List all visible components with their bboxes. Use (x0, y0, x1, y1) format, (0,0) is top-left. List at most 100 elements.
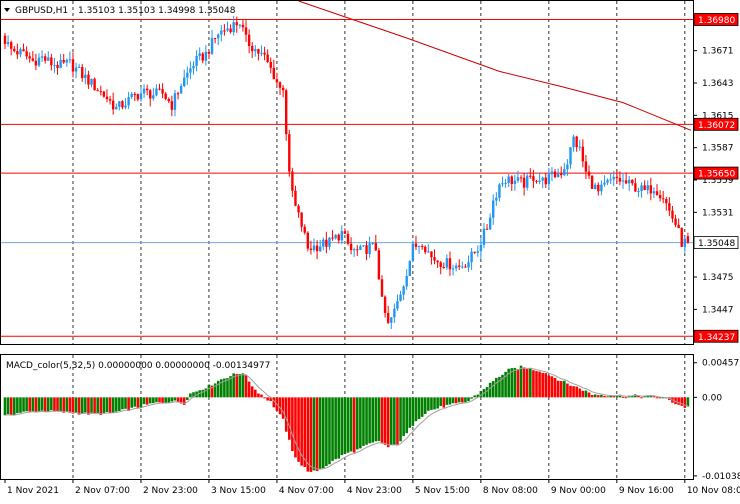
candle-body-191 (594, 184, 597, 189)
candle-body-207 (643, 185, 646, 190)
candle-body-188 (584, 161, 588, 172)
macd-bar-0 (3, 397, 7, 416)
macd-bar-64 (201, 389, 205, 398)
candle-body-217 (674, 218, 677, 225)
candle-body-78 (244, 27, 248, 35)
macd-bar-26 (84, 397, 87, 413)
candle-body-13 (43, 56, 47, 61)
macd-bar-11 (37, 397, 41, 412)
macd-bar-195 (606, 396, 609, 398)
candle-body-202 (627, 179, 631, 184)
candle-body-86 (269, 61, 272, 68)
candle-body-62 (195, 55, 198, 66)
macd-bar-121 (377, 397, 381, 441)
macd-bar-58 (182, 397, 186, 405)
candle-body-105 (328, 237, 331, 247)
macd-bar-182 (566, 383, 569, 398)
macd-bar-204 (634, 394, 637, 398)
macd-bar-103 (321, 397, 325, 469)
candle-body-178 (553, 171, 557, 178)
time-tick-label-1: 2 Nov 07:00 (75, 486, 130, 496)
macd-bar-151 (470, 397, 473, 399)
candle-body-67 (210, 38, 214, 54)
candle-body-137 (427, 251, 430, 253)
candle-body-144 (448, 258, 452, 270)
candle-body-30 (96, 90, 99, 92)
candle-body-92 (288, 134, 291, 172)
macd-bar-165 (513, 367, 517, 398)
candle-body-129 (402, 286, 405, 295)
macd-bar-210 (652, 396, 656, 398)
candle-body-97 (303, 226, 306, 233)
macd-bar-149 (464, 397, 467, 403)
horizontal-levels-layer (1, 18, 693, 337)
time-tick-label-2: 2 Nov 23:00 (143, 486, 198, 496)
candle-body-60 (189, 68, 192, 73)
collapse-triangle-icon[interactable] (4, 8, 10, 12)
candle-body-194 (603, 182, 606, 185)
candle-body-152 (473, 251, 476, 253)
candle-body-55 (173, 93, 177, 110)
macd-bar-87 (272, 397, 276, 408)
macd-bar-152 (473, 395, 476, 398)
candle-body-205 (637, 191, 640, 193)
macd-bar-74 (232, 373, 235, 398)
candle-body-210 (652, 191, 656, 194)
macd-bar-217 (674, 397, 677, 405)
candle-body-8 (28, 56, 31, 59)
candle-body-59 (186, 72, 189, 78)
macd-bar-19 (62, 397, 66, 413)
macd-bar-157 (488, 382, 492, 398)
macd-bar-102 (318, 397, 322, 470)
macd-bar-119 (371, 397, 375, 443)
candle-body-93 (291, 171, 294, 191)
candle-body-103 (322, 239, 325, 247)
candle-body-107 (334, 234, 337, 239)
macd-bar-174 (541, 372, 544, 398)
macd-bar-80 (250, 386, 254, 398)
candle-body-192 (597, 184, 600, 192)
time-tick-label-7: 8 Nov 08:00 (483, 486, 538, 496)
macd-bar-73 (229, 376, 232, 398)
macd-bar-72 (226, 378, 229, 398)
macd-bar-141 (439, 397, 443, 406)
time-tick-label-3: 3 Nov 15:00 (211, 486, 266, 496)
candle-body-31 (99, 91, 102, 93)
macd-bar-207 (643, 395, 646, 398)
candle-body-135 (420, 245, 424, 247)
macd-bar-91 (284, 397, 288, 432)
macd-bar-153 (476, 394, 480, 398)
candle-body-37 (118, 101, 121, 107)
candle-body-11 (37, 57, 41, 66)
candle-body-166 (516, 177, 520, 181)
candle-body-91 (284, 90, 288, 135)
candle-body-176 (547, 174, 551, 185)
candle-body-6 (22, 49, 25, 52)
candle-body-158 (492, 200, 495, 218)
macd-bar-134 (417, 397, 421, 420)
macd-bar-191 (593, 394, 597, 398)
candle-body-164 (510, 176, 513, 184)
macd-bar-209 (649, 395, 653, 398)
candle-body-123 (383, 296, 387, 313)
candle-body-124 (386, 312, 390, 323)
candle-body-196 (609, 179, 612, 181)
candle-body-173 (538, 180, 541, 182)
candle-body-186 (578, 146, 581, 148)
candle-body-99 (309, 248, 313, 251)
candle-body-28 (90, 78, 93, 85)
candle-body-23 (74, 67, 78, 72)
candle-body-112 (349, 243, 353, 250)
level-label-2-box (693, 166, 739, 180)
candle-body-81 (254, 49, 257, 52)
macd-bar-162 (504, 371, 507, 398)
candle-body-198 (615, 176, 619, 179)
candle-body-56 (176, 93, 180, 95)
candle-body-203 (631, 179, 634, 184)
macd-bar-37 (118, 397, 121, 411)
macd-bar-57 (179, 397, 183, 404)
candle-body-96 (300, 212, 303, 227)
candle-body-46 (145, 88, 149, 91)
